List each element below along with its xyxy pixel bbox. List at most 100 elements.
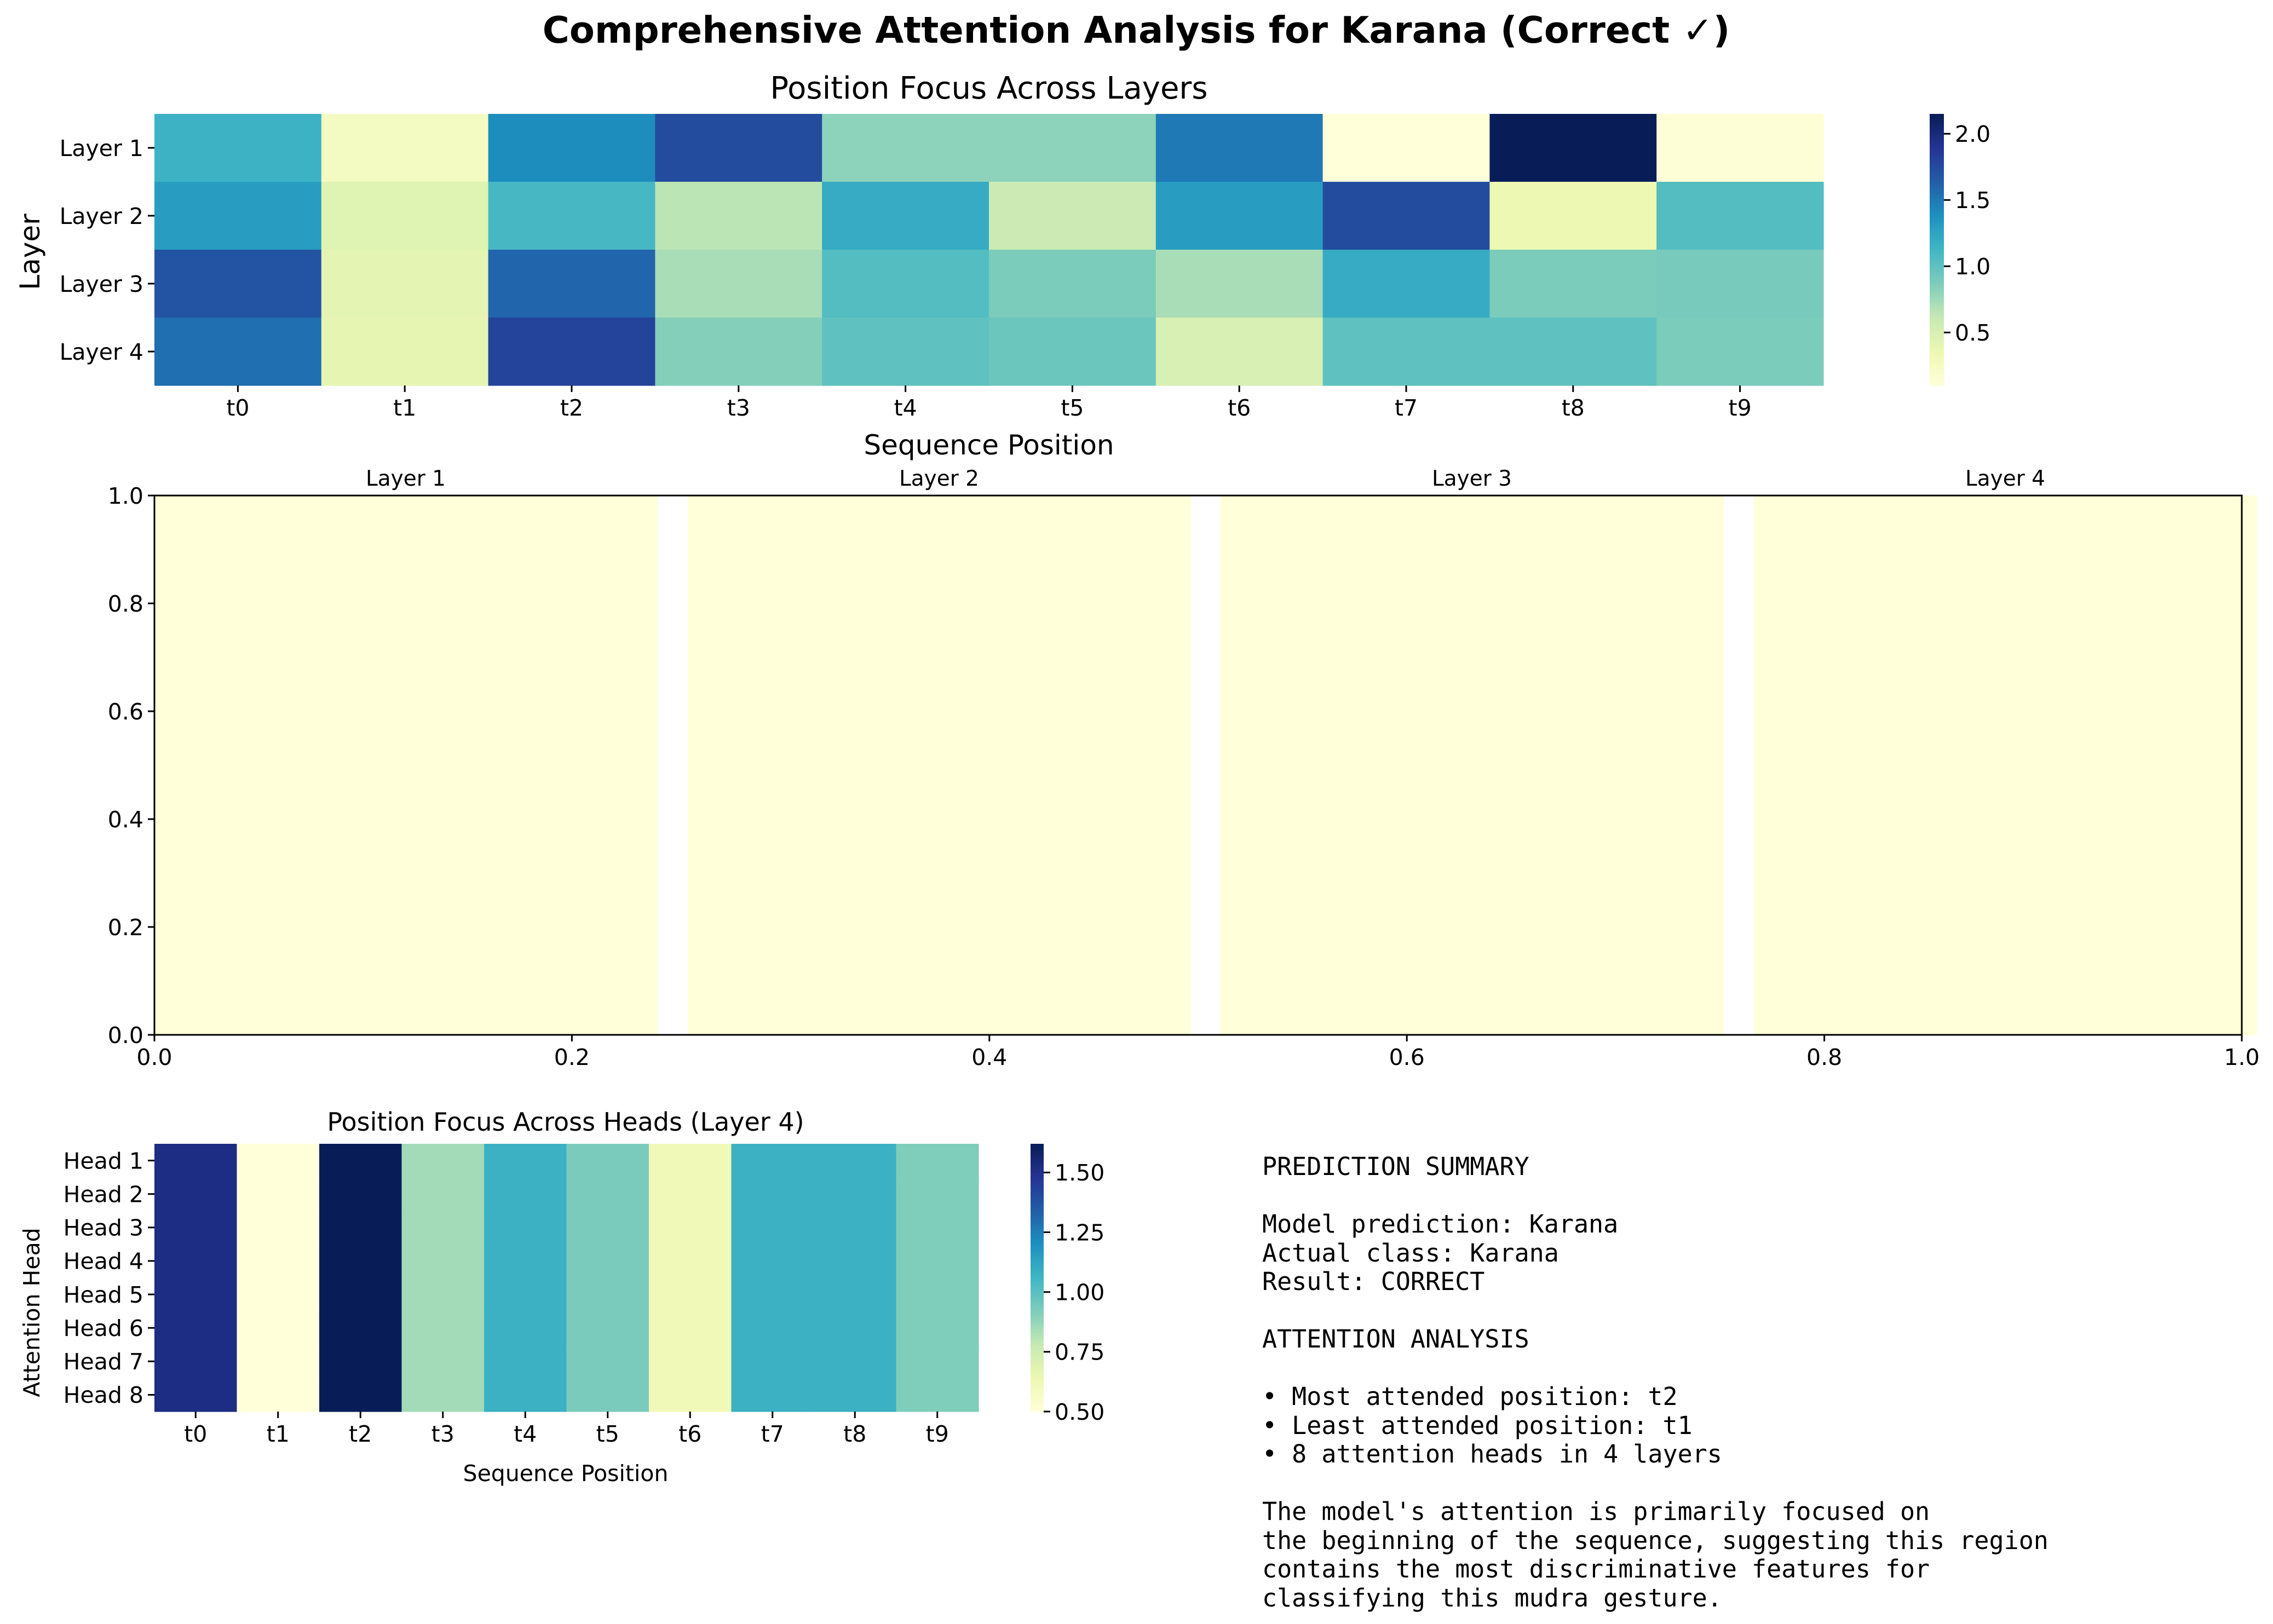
heatmap-cell xyxy=(1322,182,1490,250)
colorbar-segment xyxy=(1031,1317,1044,1321)
heatmap-cell xyxy=(319,1344,402,1379)
matrix-cell xyxy=(838,603,889,658)
matrix-cell xyxy=(838,981,889,1035)
matrix-cell xyxy=(889,711,940,766)
x-tick-label: t4 xyxy=(894,395,917,421)
colorbar-segment xyxy=(1930,143,1944,146)
matrix-cell xyxy=(1321,981,1372,1035)
heatmap-cell xyxy=(989,318,1156,386)
matrix-cell xyxy=(2206,765,2257,820)
matrix-cell xyxy=(1221,819,1271,874)
heatmap-cell xyxy=(237,1177,320,1211)
matrix-cell xyxy=(2105,981,2156,1035)
colorbar-segment xyxy=(1031,1157,1044,1160)
matrix-cell xyxy=(1572,981,1623,1035)
matrix-cell xyxy=(1572,549,1623,604)
heatmap-cell xyxy=(655,318,822,386)
matrix-cell xyxy=(1955,981,2006,1035)
y-tick-label: Head 3 xyxy=(64,1215,143,1241)
matrix-cell xyxy=(1622,549,1673,604)
colorbar-segment xyxy=(1031,1322,1044,1325)
matrix-cell xyxy=(1754,657,1805,712)
heatmap-cell xyxy=(566,1277,649,1312)
matrix-cell xyxy=(204,927,256,982)
colorbar-segment xyxy=(1930,320,1944,323)
colorbar-segment xyxy=(1930,129,1944,133)
matrix-cell xyxy=(1754,711,1805,766)
matrix-cell xyxy=(456,819,507,874)
colorbar-segment xyxy=(1930,238,1944,241)
heatmap-cell xyxy=(649,1144,732,1178)
colorbar-segment xyxy=(1031,1255,1044,1258)
colorbar-segment xyxy=(1930,297,1944,300)
matrix-cell xyxy=(1140,549,1191,604)
matrix-cell xyxy=(255,765,306,820)
matrix-cell xyxy=(2156,981,2207,1035)
heatmap-cell xyxy=(731,1311,814,1345)
matrix-cell xyxy=(2005,549,2056,604)
colorbar-segment xyxy=(1930,211,1944,214)
colorbar-tick-label: 0.5 xyxy=(1955,320,1990,346)
colorbar-segment xyxy=(1930,370,1944,372)
matrix-cell xyxy=(1140,657,1191,712)
matrix-cell xyxy=(1673,765,1724,820)
heatmap-cell xyxy=(401,1211,485,1245)
matrix-cell xyxy=(1804,549,1855,604)
heatmap-cell xyxy=(655,114,822,182)
matrix-cell xyxy=(607,873,658,928)
heatmap-cell xyxy=(1656,250,1824,318)
colorbar-segment xyxy=(1930,349,1944,352)
matrix-cell xyxy=(688,981,739,1035)
colorbar-segment xyxy=(1930,213,1944,216)
colorbar-segment xyxy=(1930,340,1944,343)
matrix-cell xyxy=(506,549,557,604)
x-tick-label: t2 xyxy=(560,395,583,421)
heatmap-cell xyxy=(822,182,989,250)
matrix-cell xyxy=(1090,927,1141,982)
matrix-cell xyxy=(1140,927,1191,982)
y-tick-label: Head 4 xyxy=(64,1248,143,1275)
matrix-cell xyxy=(1622,927,1673,982)
colorbar-segment xyxy=(1930,114,1944,117)
heatmap-cell xyxy=(154,1244,238,1279)
colorbar-segment xyxy=(1031,1262,1044,1265)
matrix-cell xyxy=(1371,981,1422,1035)
heatmap-cell xyxy=(154,1311,238,1345)
matrix-cell xyxy=(556,603,607,658)
matrix-cell xyxy=(2055,927,2107,982)
matrix-cell xyxy=(406,765,457,820)
matrix-cell xyxy=(406,711,457,766)
matrix-cell xyxy=(1472,657,1523,712)
colorbar-segment xyxy=(1031,1204,1044,1207)
colorbar-segment xyxy=(1031,1362,1044,1366)
colorbar-segment xyxy=(1930,195,1944,198)
matrix-cell xyxy=(1090,981,1141,1035)
matrix-cell xyxy=(154,927,205,982)
heatmap-cell xyxy=(896,1378,979,1412)
colorbar-segment xyxy=(1930,216,1944,218)
matrix-cell xyxy=(1039,711,1090,766)
colorbar-segment xyxy=(1031,1306,1044,1310)
matrix-cell xyxy=(1804,657,1855,712)
colorbar-segment xyxy=(1930,175,1944,178)
matrix-cell xyxy=(1804,927,1855,982)
matrix-cell xyxy=(1622,765,1673,820)
matrix-cell xyxy=(1221,657,1271,712)
colorbar-tick-label: 0.50 xyxy=(1055,1399,1104,1425)
heatmap-cell xyxy=(896,1211,979,1245)
heatmap-cell xyxy=(484,1177,567,1211)
colorbar-segment xyxy=(1930,154,1944,158)
colorbar-segment xyxy=(1930,191,1944,194)
matrix-cell xyxy=(1221,549,1271,604)
matrix-cell xyxy=(2156,927,2207,982)
x-tick-label: t6 xyxy=(678,1421,701,1447)
colorbar-segment xyxy=(1031,1266,1044,1270)
colorbar-segment xyxy=(1930,184,1944,187)
matrix-cell xyxy=(456,496,507,550)
colorbar-segment xyxy=(1930,329,1944,332)
heatmap-cell xyxy=(896,1344,979,1379)
heatmap-cell xyxy=(401,1378,485,1412)
colorbar-segment xyxy=(1930,227,1944,230)
matrix-cell xyxy=(1572,496,1623,550)
colorbar-segment xyxy=(1031,1327,1044,1330)
